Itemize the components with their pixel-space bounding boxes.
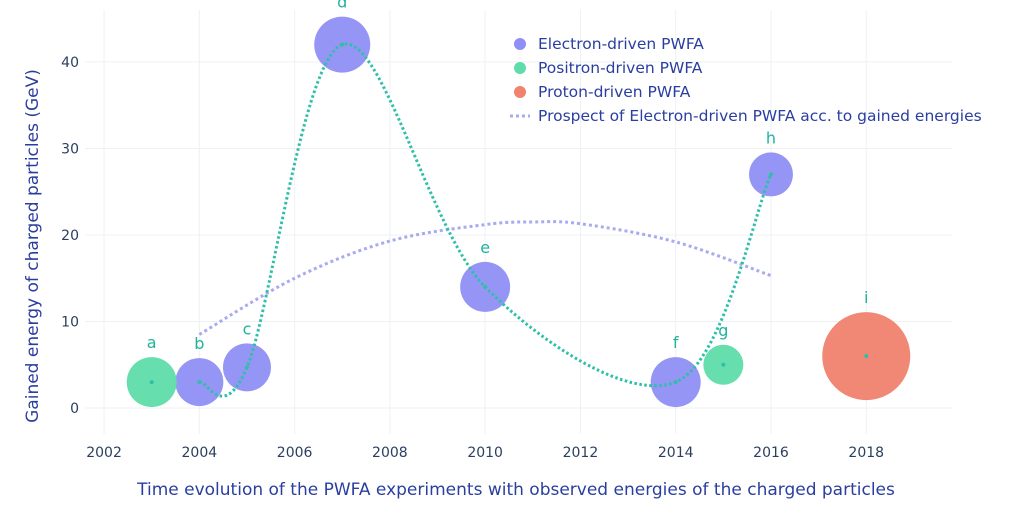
bubble-center-d (340, 42, 345, 47)
x-tick-label: 2010 (467, 445, 503, 461)
legend-label-electron: Electron-driven PWFA (538, 35, 704, 53)
y-tick-label: 40 (61, 55, 79, 71)
point-label-g: g (718, 321, 728, 340)
point-label-c: c (243, 319, 252, 338)
bubble-center-c (244, 365, 249, 370)
axes: 2002 2004 2006 2008 2010 2012 2014 2016 2018 0 10 2… (61, 55, 884, 461)
y-tick-label: 20 (61, 228, 79, 244)
x-tick-label: 2016 (753, 445, 789, 461)
point-label-b: b (194, 334, 204, 353)
legend: Electron-driven PWFA Positron-driven PWFA… (510, 35, 982, 125)
x-axis-title: Time evolution of the PWFA experiments w… (136, 480, 895, 500)
legend-label-proton: Proton-driven PWFA (538, 83, 691, 101)
point-label-d: d (337, 0, 347, 12)
bubble-center-i (864, 354, 869, 359)
legend-label-prospect: Prospect of Electron-driven PWFA acc. to… (538, 107, 982, 125)
y-tick-label: 10 (61, 315, 79, 331)
bubble-center-g (721, 362, 726, 367)
bubble-center-e (483, 284, 488, 289)
x-tick-label: 2002 (86, 445, 122, 461)
electron-curve (198, 42, 773, 398)
x-tick-label: 2014 (658, 445, 694, 461)
point-label-a: a (147, 333, 157, 352)
grid (85, 10, 952, 434)
x-tick-label: 2006 (277, 445, 313, 461)
legend-marker-proton (514, 86, 526, 98)
point-label-f: f (673, 333, 679, 352)
legend-marker-electron (514, 38, 526, 50)
legend-label-positron: Positron-driven PWFA (538, 59, 703, 77)
x-tick-label: 2008 (372, 445, 408, 461)
series-layer: b c d e f h a g i (126, 0, 911, 408)
point-label-h: h (766, 128, 776, 147)
y-tick-label: 30 (61, 141, 79, 157)
point-label-e: e (480, 238, 490, 257)
bubble-center-h (768, 172, 773, 177)
prospect-curve (198, 220, 772, 336)
x-tick-label: 2012 (563, 445, 599, 461)
bubble-center-b (197, 380, 202, 385)
y-tick-label: 0 (70, 401, 79, 417)
point-label-i: i (864, 288, 868, 307)
x-tick-label: 2004 (182, 445, 218, 461)
bubble-center-a (149, 380, 154, 385)
bubble-center-f (673, 380, 678, 385)
x-tick-label: 2018 (848, 445, 884, 461)
legend-marker-positron (514, 62, 526, 74)
y-axis-title: Gained energy of charged particles (GeV) (23, 69, 43, 423)
